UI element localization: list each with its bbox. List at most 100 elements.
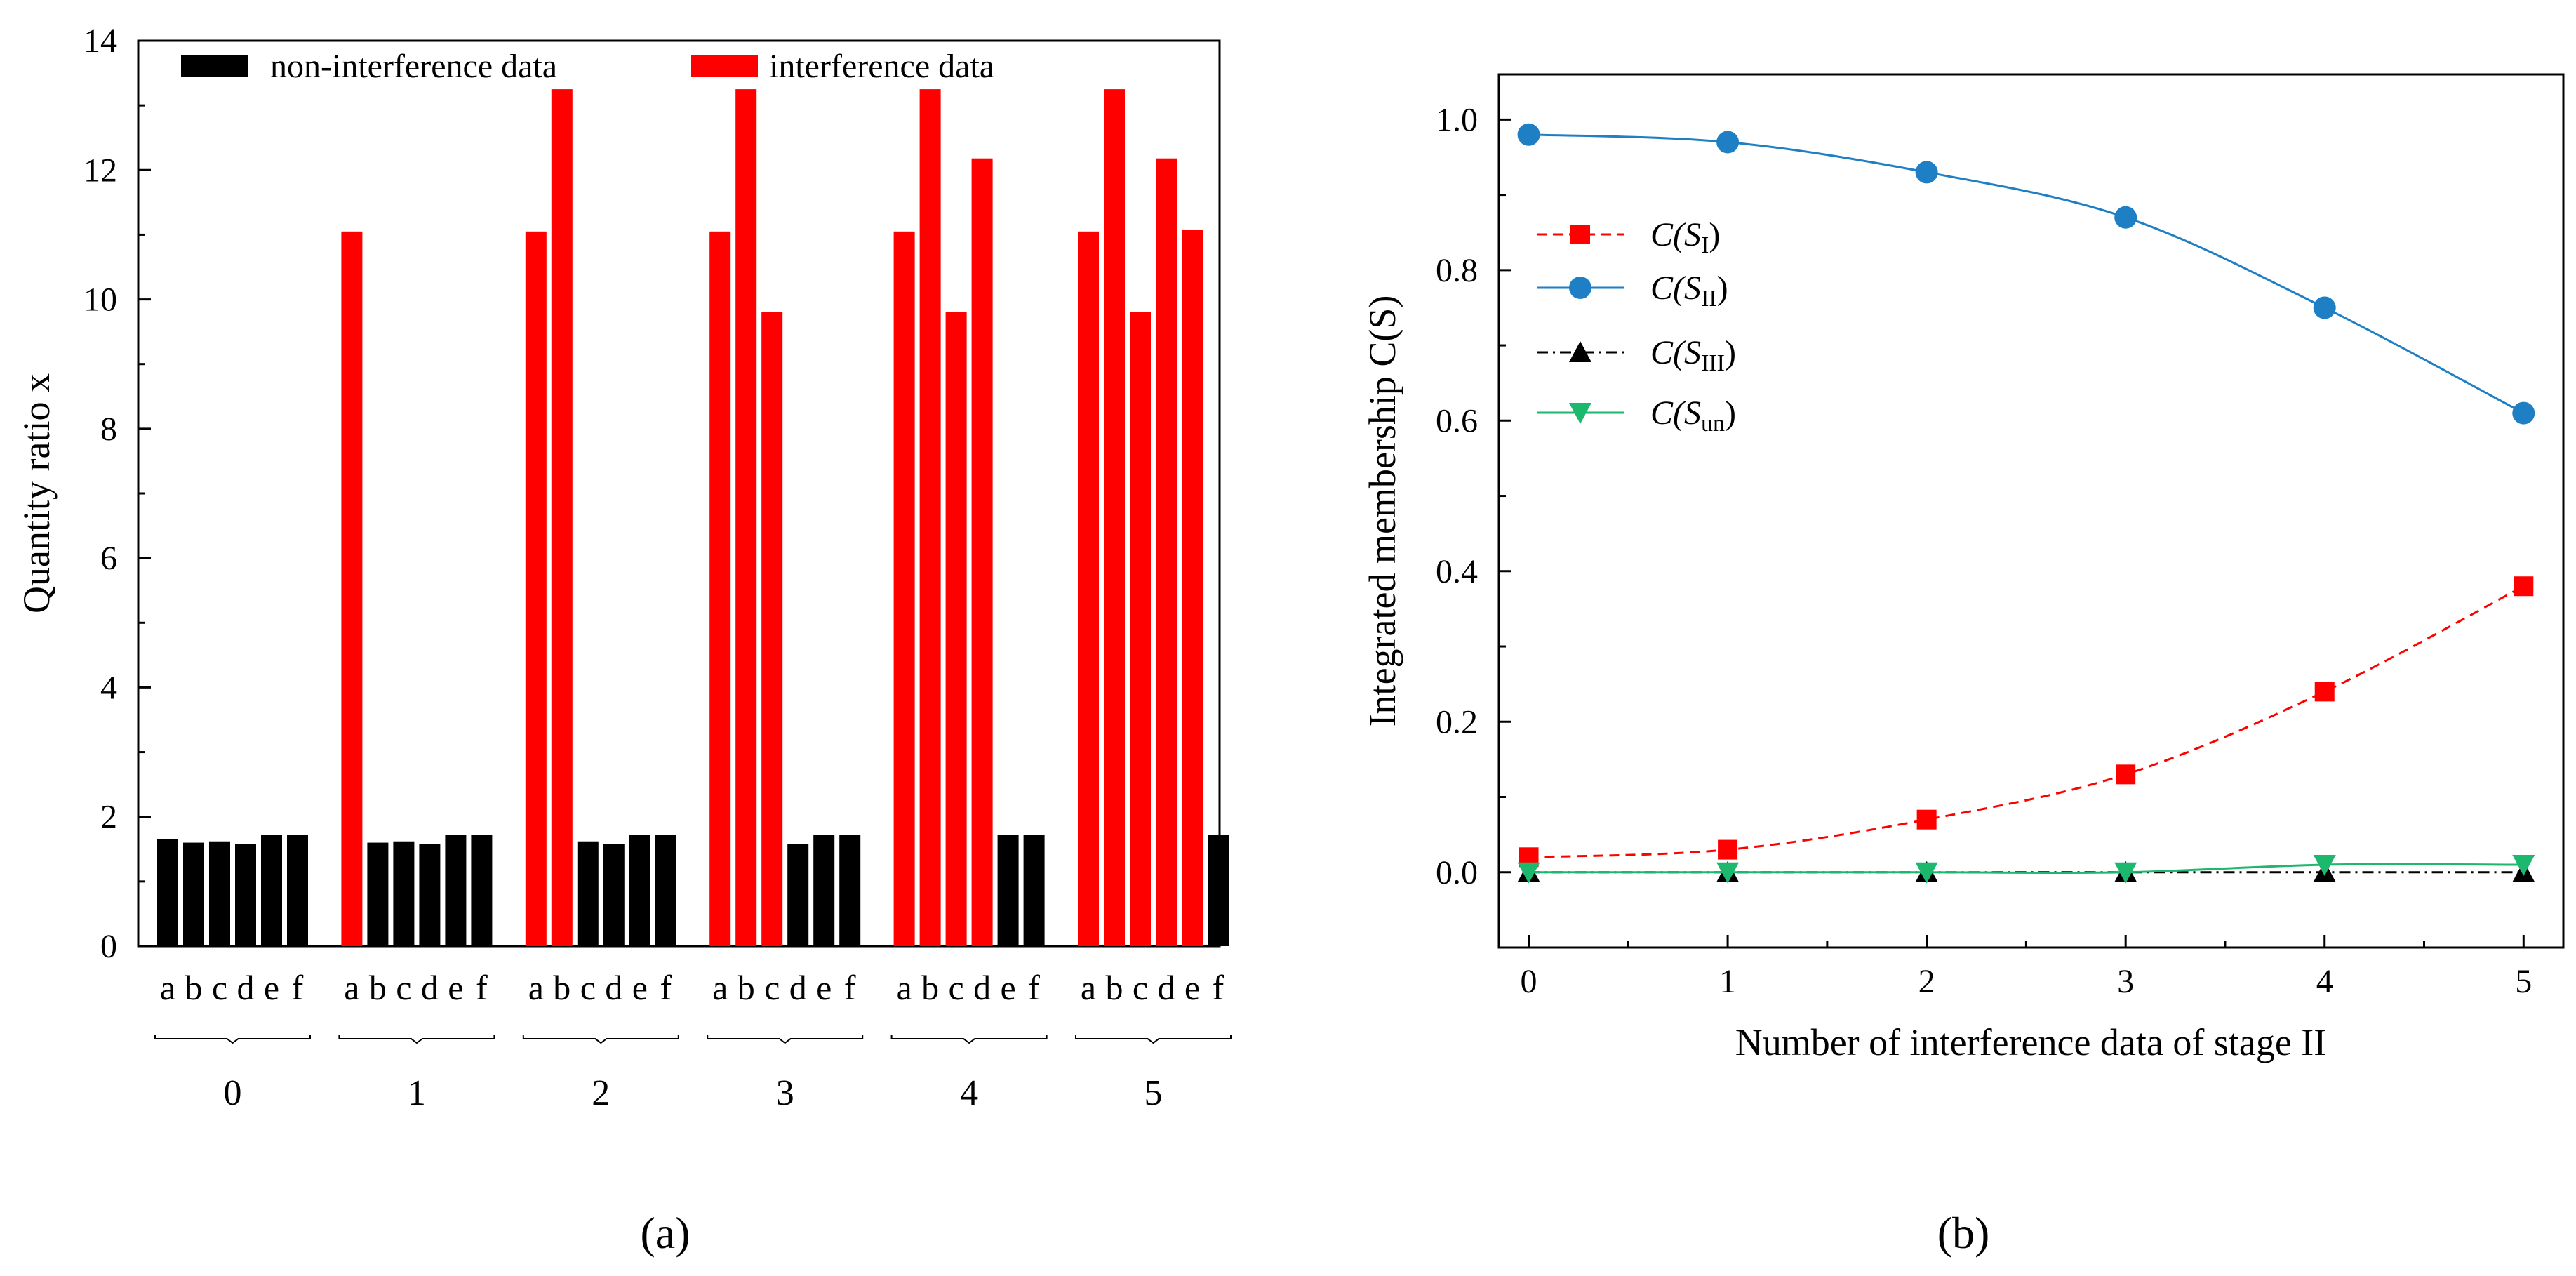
bar-non-interference — [367, 842, 389, 946]
bar-letter-label: d — [789, 968, 807, 1007]
legend-marker — [1570, 225, 1590, 244]
bar-interference — [709, 231, 731, 947]
group-brace — [1075, 1035, 1232, 1044]
series-line — [1528, 585, 2524, 858]
line-x-tick-label: 1 — [1719, 963, 1736, 1000]
line-legend: C(SI) C(SII) C(SIII) C(Sun) — [1537, 216, 1736, 437]
data-point — [1517, 123, 1540, 146]
legend-label: C(SII) — [1650, 270, 1728, 312]
bar-letter-label: e — [816, 968, 832, 1007]
panel-label-b: (b) — [1937, 1208, 1990, 1258]
series-line — [1528, 863, 2524, 875]
bar-interference — [551, 89, 573, 946]
legend-label: C(SI) — [1650, 216, 1720, 258]
bar-letter-label: b — [369, 968, 387, 1007]
series-line — [1528, 133, 2524, 414]
series-C(SII) — [1517, 123, 2535, 425]
bar-non-interference — [1208, 835, 1229, 946]
bar-interference — [919, 89, 941, 946]
bar-interference — [1104, 89, 1125, 946]
bar-interference — [971, 158, 993, 947]
bar-group-label: 5 — [1144, 1073, 1163, 1113]
line-x-tick-label: 3 — [2117, 963, 2134, 1000]
line-y-tick-label: 0.6 — [1436, 402, 1478, 439]
bar-non-interference — [1023, 835, 1045, 946]
bar-interference — [1182, 230, 1203, 946]
bar-interference — [525, 231, 547, 947]
bar-non-interference — [157, 839, 178, 946]
bar-letter-label: f — [660, 968, 672, 1007]
bar-letter-label: b — [921, 968, 939, 1007]
data-point — [2114, 862, 2137, 884]
data-point — [1718, 839, 1738, 860]
bar-letter-label: b — [1106, 968, 1123, 1007]
group-brace — [890, 1035, 1048, 1044]
legend-marker — [1569, 277, 1591, 299]
bar-interference — [945, 312, 967, 946]
line-x-tick-label: 2 — [1918, 963, 1935, 1000]
bar-non-interference — [813, 835, 835, 946]
bar-letter-label: c — [396, 968, 411, 1007]
bar-letter-label: f — [1213, 968, 1224, 1007]
line-y-tick-label: 0.0 — [1436, 854, 1478, 891]
bar-letter-label: c — [212, 968, 227, 1007]
bar-letter-label: b — [738, 968, 755, 1007]
bar-y-tick-label: 6 — [100, 540, 117, 577]
bar-letter-label: b — [553, 968, 570, 1007]
bar-letter-label: f — [1028, 968, 1040, 1007]
group-brace — [707, 1035, 864, 1044]
data-point — [1517, 862, 1540, 884]
bar-group-label: 1 — [408, 1073, 426, 1113]
bar-y-tick-label: 12 — [84, 152, 117, 189]
bar-y-axis-title: Quantity ratio x — [15, 373, 58, 613]
legend-entry: C(SI) — [1537, 216, 1720, 258]
legend-label: C(Sun) — [1650, 394, 1736, 437]
bar-non-interference — [997, 835, 1019, 946]
bar-group-label: 2 — [592, 1073, 610, 1113]
bar-letter-label: c — [764, 968, 780, 1007]
data-point — [2512, 855, 2535, 877]
legend-swatch-non-interference — [181, 55, 248, 77]
bar-letter-label: e — [448, 968, 463, 1007]
bar-plot-frame — [137, 39, 1221, 948]
bar-non-interference — [287, 835, 308, 946]
bar-interference — [1156, 158, 1177, 947]
bar-y-tick-label: 8 — [100, 411, 117, 448]
bar-non-interference — [655, 835, 676, 946]
legend-label-non-interference: non-interference data — [270, 48, 557, 85]
bar-letter-label: d — [237, 968, 255, 1007]
data-point — [2114, 206, 2137, 229]
bar-letter-label: d — [1158, 968, 1175, 1007]
bar-letter-label: a — [1081, 968, 1096, 1007]
line-x-tick-label: 4 — [2316, 963, 2333, 1000]
bar-letter-label: a — [160, 968, 175, 1007]
bar-legend: non-interference data interference data — [181, 48, 994, 85]
bar-letter-label: a — [344, 968, 359, 1007]
data-point — [2313, 855, 2336, 877]
data-point — [1716, 862, 1740, 884]
data-point — [1916, 809, 1937, 830]
series-C(Sun) — [1517, 855, 2535, 884]
bar-non-interference — [577, 841, 599, 946]
bar-x-labels: a b c d e f0a b c d e f1a b c d e f2a b c d e f3a b c d e f4a b c d e… — [154, 968, 1232, 1113]
bar-y-tick-label: 0 — [100, 928, 117, 965]
bar-letter-label: c — [580, 968, 596, 1007]
legend-entry: C(SII) — [1537, 270, 1728, 312]
bar-non-interference — [603, 844, 625, 946]
bar-y-tick-label: 4 — [100, 669, 117, 706]
bar-non-interference — [393, 841, 415, 946]
bar-interference — [735, 89, 757, 946]
bar-letter-label: c — [1133, 968, 1148, 1007]
bar-non-interference — [839, 835, 861, 946]
bar-non-interference — [445, 835, 467, 946]
line-y-tick-label: 0.4 — [1436, 553, 1478, 590]
line-y-tick-label: 0.8 — [1436, 252, 1478, 289]
group-brace — [522, 1035, 679, 1044]
bar-letter-label: e — [264, 968, 279, 1007]
line-plot-frame — [1497, 73, 2565, 949]
data-point — [1915, 161, 1938, 184]
data-point — [2116, 764, 2136, 785]
legend-entry: C(Sun) — [1537, 394, 1736, 437]
